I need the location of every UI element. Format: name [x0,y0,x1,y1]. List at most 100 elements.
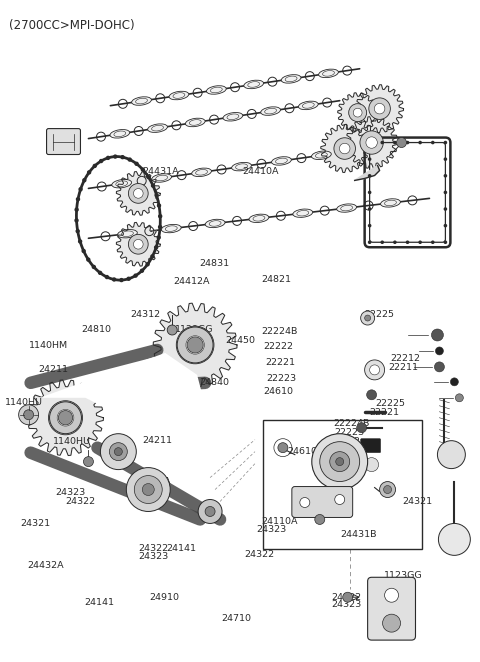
Circle shape [360,311,374,325]
Circle shape [186,336,204,354]
FancyBboxPatch shape [360,439,381,453]
FancyBboxPatch shape [292,487,353,518]
Text: 24323: 24323 [56,488,86,497]
Circle shape [74,218,79,222]
Text: 24321: 24321 [20,519,50,528]
Text: 24410A: 24410A [242,167,279,175]
Text: 24810: 24810 [81,325,111,334]
Circle shape [320,442,360,481]
Circle shape [75,229,80,233]
Polygon shape [153,303,237,387]
Text: 24710: 24710 [221,614,251,623]
Circle shape [300,498,310,508]
Text: 1123GG: 1123GG [384,571,422,580]
Text: 24323: 24323 [139,552,169,561]
Circle shape [432,329,444,341]
Circle shape [370,365,380,375]
Circle shape [444,141,447,144]
Text: 1129GG: 1129GG [175,325,214,334]
Circle shape [82,249,86,253]
Circle shape [348,104,367,122]
Ellipse shape [148,124,168,132]
Circle shape [74,207,79,212]
Circle shape [435,347,444,355]
Polygon shape [356,85,404,132]
Circle shape [393,240,396,244]
Text: 22221: 22221 [369,408,399,417]
Circle shape [142,483,154,496]
Text: 24211: 24211 [142,436,172,445]
Circle shape [129,183,148,203]
Circle shape [374,103,385,114]
Ellipse shape [272,157,291,166]
Circle shape [444,224,447,228]
Ellipse shape [192,168,212,177]
Circle shape [113,154,118,159]
Ellipse shape [319,69,338,77]
Text: 24610: 24610 [263,387,293,397]
Text: 24610: 24610 [287,447,317,455]
Text: 24450: 24450 [226,336,256,345]
Circle shape [93,164,97,168]
Text: 24110A: 24110A [262,516,298,526]
Ellipse shape [244,80,264,89]
Circle shape [456,394,463,402]
Text: 1140HM: 1140HM [29,341,69,350]
Circle shape [383,614,400,632]
Circle shape [126,277,131,281]
Ellipse shape [381,199,400,207]
Ellipse shape [249,214,269,222]
Circle shape [353,109,362,117]
Circle shape [444,158,447,161]
Circle shape [360,131,384,154]
Ellipse shape [281,75,301,83]
Circle shape [368,240,372,244]
Circle shape [155,193,159,197]
Circle shape [444,174,447,177]
Circle shape [19,404,38,425]
Text: 24322: 24322 [245,549,275,559]
Text: 22222: 22222 [330,438,360,446]
Circle shape [100,434,136,469]
Circle shape [450,378,458,386]
Text: 22221: 22221 [265,358,295,367]
Text: 22224B: 22224B [333,419,370,428]
Ellipse shape [293,209,312,217]
Text: 22225: 22225 [375,399,405,408]
Circle shape [365,360,384,380]
Circle shape [106,156,110,160]
Circle shape [158,225,162,229]
FancyBboxPatch shape [368,577,416,640]
Circle shape [434,362,444,372]
Polygon shape [28,380,103,455]
Circle shape [24,410,34,420]
Bar [263,420,422,549]
Circle shape [167,325,177,335]
Circle shape [134,475,162,504]
Circle shape [278,443,288,453]
Circle shape [145,262,150,267]
Circle shape [146,175,151,179]
Circle shape [151,183,155,188]
Circle shape [365,457,379,471]
Circle shape [154,245,158,250]
Ellipse shape [232,162,252,171]
Circle shape [334,138,356,160]
Circle shape [78,187,83,191]
Circle shape [365,315,371,321]
Text: 24322: 24322 [65,496,96,506]
Text: 24322: 24322 [331,592,361,602]
Ellipse shape [261,107,280,115]
Text: 1140HU: 1140HU [53,438,91,446]
Circle shape [57,409,74,426]
Circle shape [129,234,148,254]
Circle shape [444,240,447,244]
Circle shape [444,207,447,211]
Circle shape [366,137,377,148]
Text: (2700CC>MPI-DOHC): (2700CC>MPI-DOHC) [9,19,134,32]
Circle shape [205,506,215,516]
FancyBboxPatch shape [47,128,81,154]
Circle shape [437,441,465,469]
Text: 24831: 24831 [199,259,229,268]
Circle shape [330,451,350,471]
